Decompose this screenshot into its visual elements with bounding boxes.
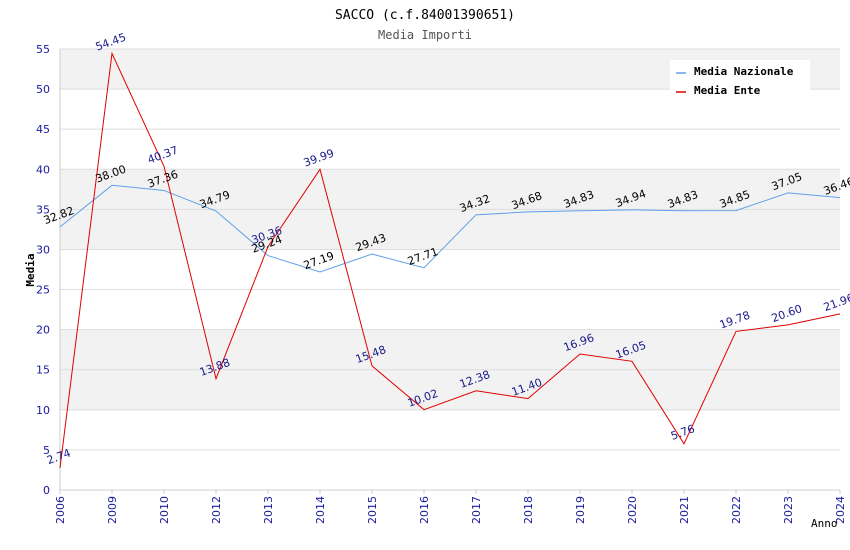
x-tick-label: 2006 bbox=[54, 496, 67, 524]
x-tick-label: 2018 bbox=[522, 496, 535, 524]
legend-label-nazionale: Media Nazionale bbox=[694, 65, 794, 78]
y-tick-label: 35 bbox=[36, 203, 50, 216]
legend: Media Nazionale Media Ente bbox=[670, 60, 810, 101]
x-axis-label: Anno bbox=[811, 517, 838, 530]
data-label: 5.76 bbox=[669, 422, 696, 443]
y-tick-label: 5 bbox=[43, 444, 50, 457]
x-tick-label: 2013 bbox=[262, 496, 275, 524]
y-tick-label: 45 bbox=[36, 123, 50, 136]
y-tick-labels: 0 5 10 15 20 25 30 35 40 45 50 55 bbox=[36, 43, 50, 497]
x-tick-label: 2017 bbox=[470, 496, 483, 524]
x-tick-label: 2023 bbox=[782, 496, 795, 524]
x-tick-label: 2009 bbox=[106, 496, 119, 524]
legend-label-ente: Media Ente bbox=[694, 84, 761, 97]
x-tick-label: 2020 bbox=[626, 496, 639, 524]
data-label: 19.78 bbox=[718, 309, 752, 332]
x-tick-label: 2014 bbox=[314, 496, 327, 524]
axes bbox=[59, 49, 841, 494]
x-tick-label: 2010 bbox=[158, 496, 171, 524]
x-tick-label: 2016 bbox=[418, 496, 431, 524]
y-tick-label: 25 bbox=[36, 284, 50, 297]
series-lines bbox=[59, 51, 841, 469]
x-tick-label: 2021 bbox=[678, 496, 691, 524]
series-line-1 bbox=[59, 51, 841, 469]
series-line-0 bbox=[59, 184, 841, 273]
y-tick-label: 20 bbox=[36, 324, 50, 337]
x-tick-label: 2015 bbox=[366, 496, 379, 524]
x-tick-label: 2019 bbox=[574, 496, 587, 524]
chart-subtitle: Media Importi bbox=[378, 28, 472, 42]
grid-bands bbox=[60, 49, 840, 410]
y-tick-label: 55 bbox=[36, 43, 50, 56]
y-tick-label: 40 bbox=[36, 163, 50, 176]
x-tick-labels: 2006 2009 2010 2012 2013 2014 2015 2016 2017 2018… bbox=[54, 496, 847, 524]
x-tick-label: 2012 bbox=[210, 496, 223, 524]
y-axis-label: Media bbox=[24, 253, 37, 286]
y-tick-label: 15 bbox=[36, 364, 50, 377]
chart-title: SACCO (c.f.84001390651) bbox=[335, 8, 515, 23]
data-label: 21.96 bbox=[822, 291, 850, 314]
legend-box bbox=[670, 60, 810, 101]
y-tick-label: 0 bbox=[43, 484, 50, 497]
y-tick-label: 10 bbox=[36, 404, 50, 417]
y-tick-label: 30 bbox=[36, 243, 50, 256]
y-tick-label: 50 bbox=[36, 83, 50, 96]
x-tick-label: 2024 bbox=[834, 496, 847, 524]
data-label: 20.60 bbox=[770, 302, 804, 325]
x-tick-label: 2022 bbox=[730, 496, 743, 524]
data-label: 39.99 bbox=[302, 147, 336, 170]
grid-lines bbox=[60, 48, 840, 491]
